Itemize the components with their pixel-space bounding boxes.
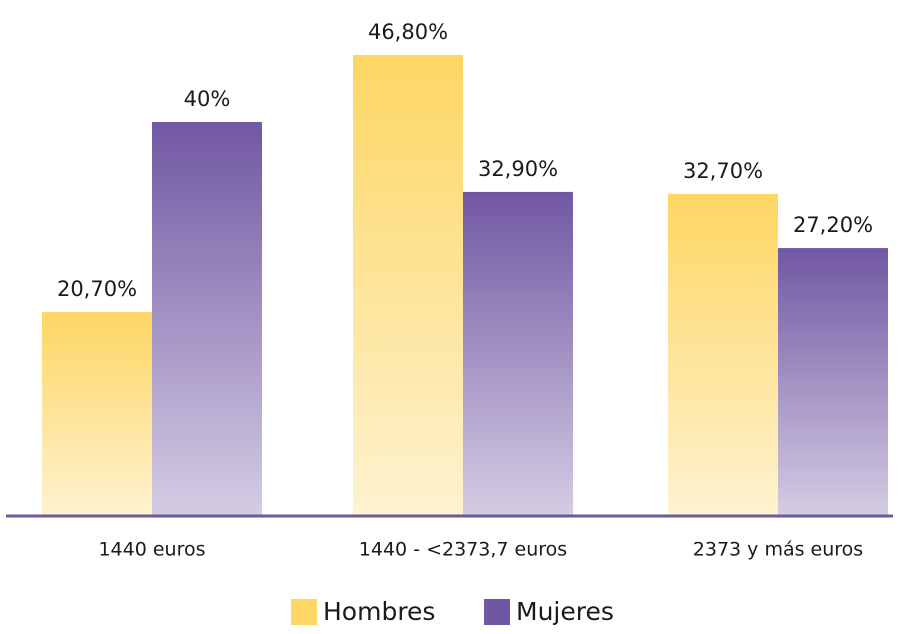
value-label: 32,90%: [478, 157, 558, 181]
legend-label: Hombres: [323, 597, 435, 626]
value-label: 20,70%: [57, 277, 137, 301]
legend-item: Hombres: [291, 597, 435, 626]
legend-swatch: [484, 599, 510, 625]
x-tick-label: 2373 y más euros: [693, 539, 863, 561]
x-tick-label: 1440 - <2373,7 euros: [359, 539, 567, 561]
legend-item: Mujeres: [484, 597, 614, 626]
legend-swatch: [291, 599, 317, 625]
value-label: 27,20%: [793, 213, 873, 237]
legend-label: Mujeres: [516, 597, 614, 626]
value-label: 40%: [184, 87, 231, 111]
bar: [668, 193, 778, 516]
bar: [42, 312, 152, 516]
bar: [463, 191, 573, 516]
bar: [152, 121, 262, 516]
x-tick-label: 1440 euros: [98, 539, 205, 561]
value-label: 46,80%: [368, 20, 448, 44]
bar: [353, 55, 463, 516]
bar: [778, 248, 888, 517]
value-label: 32,70%: [683, 159, 763, 183]
